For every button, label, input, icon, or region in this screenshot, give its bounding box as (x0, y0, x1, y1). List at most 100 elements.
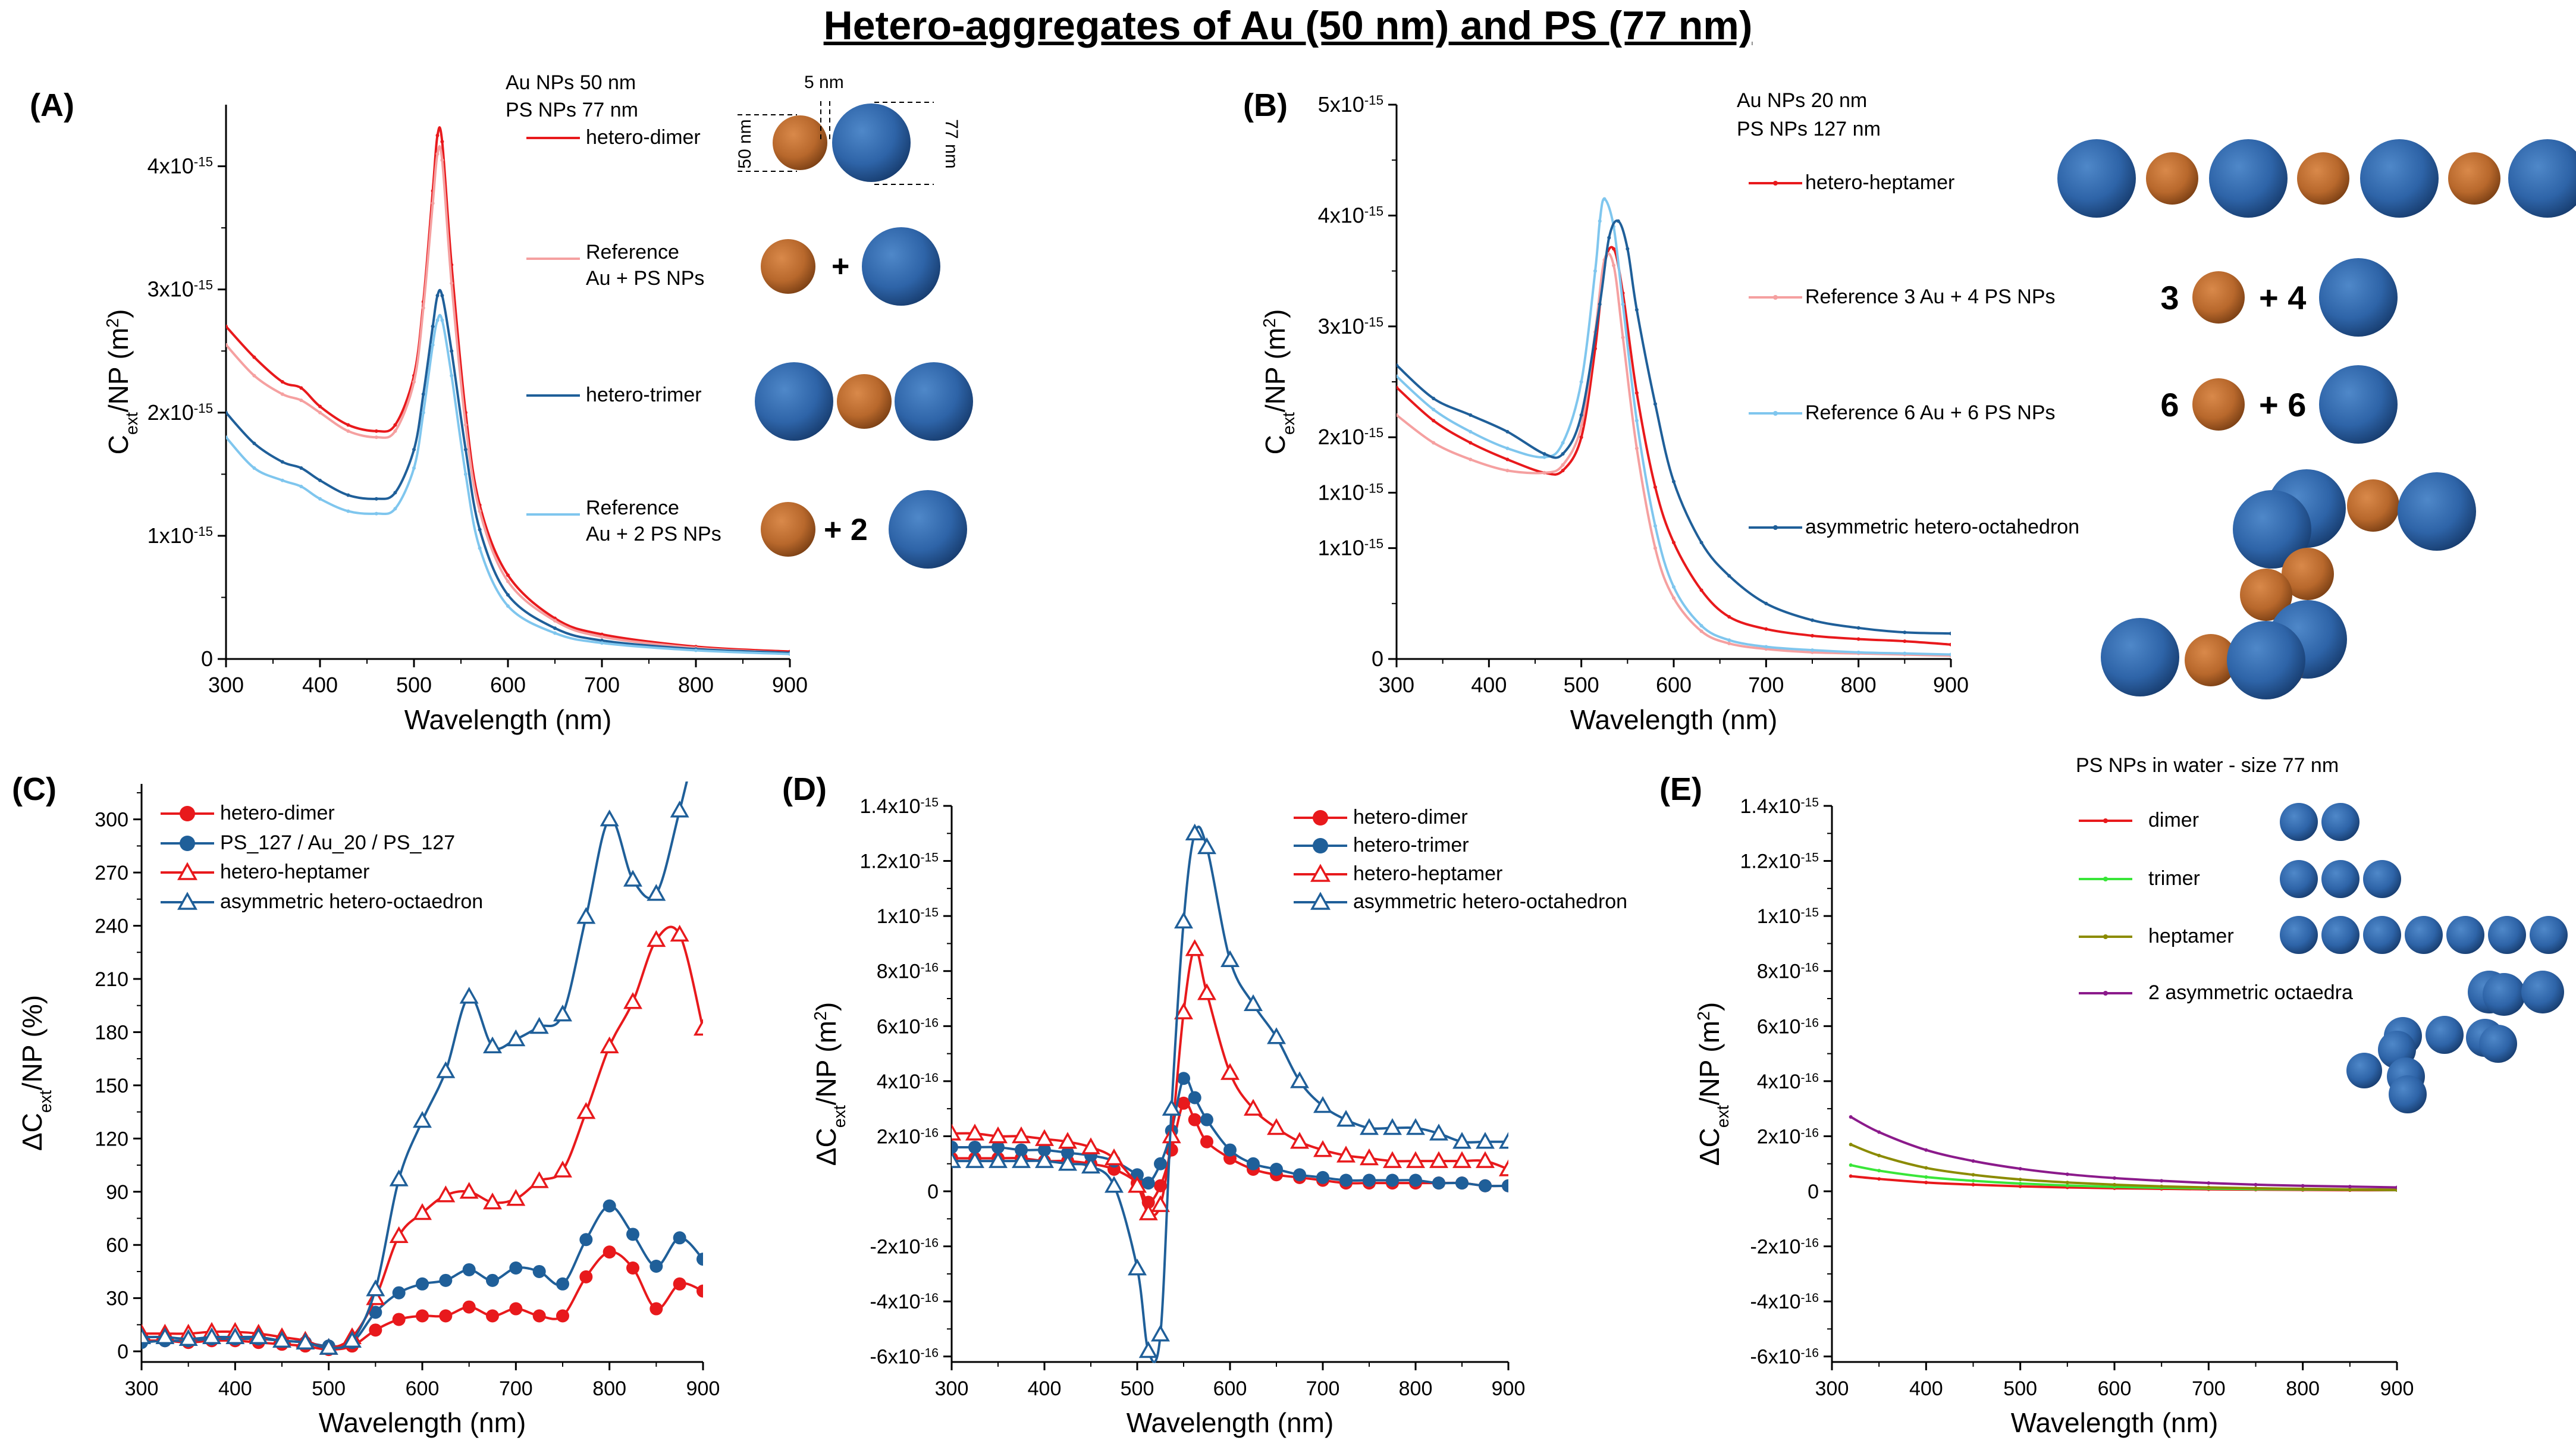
legend-label: trimer (2148, 867, 2200, 890)
data-point (1505, 469, 1510, 473)
data-point (459, 987, 479, 1004)
x-tick-label: 300 (208, 673, 244, 697)
y-tick-label: 6x10-16 (877, 1015, 939, 1038)
ps-nanoparticle-icon (889, 490, 967, 569)
data-point (1634, 446, 1639, 450)
data-point (952, 1140, 958, 1154)
data-point (553, 619, 557, 623)
y-tick-label: 1.4x10-15 (859, 795, 939, 818)
data-point (459, 1182, 479, 1199)
data-point (202, 1327, 221, 1345)
data-point (318, 410, 322, 415)
data-point (1452, 1132, 1471, 1149)
data-point (1429, 1123, 1448, 1141)
data-point (1672, 596, 1676, 600)
data-point (1313, 1140, 1332, 1157)
legend-marker-dot (2103, 934, 2108, 939)
data-point (226, 435, 228, 440)
legend-header: Au NPs 20 nm (1737, 89, 1867, 112)
figure-title: Hetero-aggregates of Au (50 nm) and PS (… (823, 3, 1753, 48)
data-point (1764, 601, 1768, 605)
x-tick-label: 400 (302, 673, 338, 697)
x-tick-label: 700 (499, 1377, 533, 1400)
data-point (450, 374, 454, 378)
data-point (506, 593, 510, 597)
data-point (1849, 1174, 1853, 1178)
y-tick-label: -4x10-16 (870, 1291, 939, 1313)
y-tick-label: 0 (201, 646, 213, 671)
data-point (1200, 1113, 1213, 1126)
legend-marker-triangle (1310, 864, 1331, 882)
data-point (600, 809, 619, 827)
data-point (1971, 1159, 1975, 1163)
data-point (1877, 1177, 1881, 1181)
chart-panel-C: (C) 300 400 500 600 700 800 900 0 30 60 90 120 150 180… (12, 771, 720, 1438)
y-tick-label: 270 (95, 862, 128, 884)
legend-label: Reference (586, 497, 679, 519)
data-point (1727, 574, 1731, 578)
data-point (1971, 1182, 1975, 1187)
data-point (1452, 1151, 1471, 1168)
data-point (2018, 1182, 2022, 1186)
data-point (1849, 1115, 1853, 1119)
data-point (1542, 452, 1546, 456)
data-point (1903, 651, 1907, 655)
data-point (374, 435, 378, 440)
series-hetero-dimer (142, 1245, 703, 1357)
data-point (2160, 1179, 2164, 1183)
ps-nanoparticle-icon (2479, 1025, 2517, 1063)
legend-label: asymmetric hetero-octahedron (1805, 516, 2079, 538)
data-point (1949, 652, 1951, 657)
y-tick-label: -6x10-16 (870, 1346, 939, 1369)
x-tick-label: 500 (396, 673, 432, 697)
au-nanoparticle-icon (2282, 548, 2334, 600)
data-point (1579, 413, 1583, 417)
data-point (393, 507, 397, 511)
legend-marker-dot (2103, 818, 2108, 823)
data-point (1386, 1173, 1399, 1187)
x-tick-label: 900 (2380, 1377, 2414, 1400)
ps-nanoparticle-icon (2360, 139, 2439, 218)
data-point (1406, 1151, 1425, 1168)
data-point (392, 1313, 406, 1326)
x-tick-label: 800 (592, 1377, 626, 1400)
ps-nanoparticle-icon (2233, 490, 2311, 569)
series-reference-au-ps-nps (226, 145, 790, 655)
data-point (1579, 435, 1583, 440)
x-tick-label: 800 (1399, 1377, 1433, 1400)
data-point (1177, 1072, 1190, 1085)
data-point (435, 294, 440, 298)
data-point (440, 140, 444, 144)
y-tick-label: 2x10-15 (148, 400, 213, 425)
data-point (1223, 1143, 1237, 1157)
panel-label: (B) (1243, 87, 1288, 123)
data-point (1270, 1162, 1283, 1176)
data-point (1397, 413, 1398, 417)
y-tick-label: 2x10-16 (1757, 1125, 1819, 1148)
series-hetero-dimer (226, 126, 790, 654)
y-tick-label: 30 (106, 1288, 128, 1310)
data-point (1429, 1151, 1448, 1168)
series-ps-127-au-20-ps-127 (142, 1199, 703, 1353)
data-point (1924, 1181, 1928, 1185)
data-point (463, 423, 467, 427)
data-point (2113, 1182, 2116, 1187)
data-point (506, 579, 510, 583)
data-point (1035, 1151, 1054, 1168)
data-point (553, 1005, 572, 1022)
y-tick-label: -4x10-16 (1750, 1291, 1819, 1313)
data-point (1220, 1063, 1240, 1080)
data-point (788, 652, 790, 656)
legend-label: hetero-trimer (1353, 834, 1469, 856)
data-point (992, 1140, 1005, 1154)
data-point (374, 511, 378, 516)
data-point (1856, 626, 1860, 630)
data-point (1593, 269, 1597, 273)
ps-nanoparticle-icon (2321, 860, 2359, 898)
data-point (1293, 1168, 1306, 1182)
y-axis-label: Cext/NP (m2) (103, 309, 142, 455)
data-point (252, 441, 256, 445)
au-nanoparticle-icon (2347, 479, 2399, 532)
series-line (226, 126, 790, 653)
